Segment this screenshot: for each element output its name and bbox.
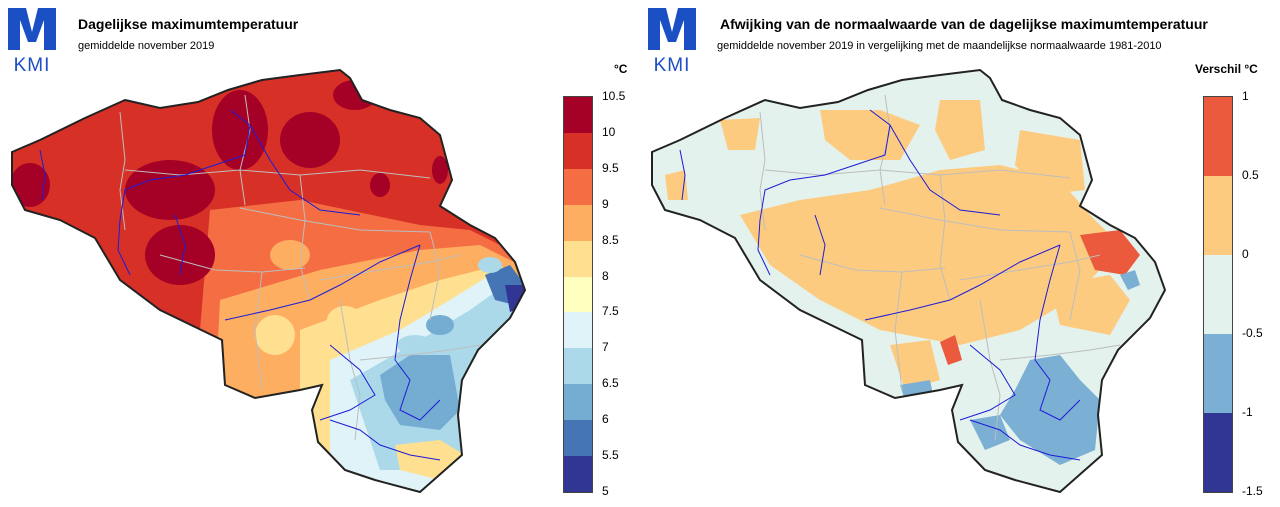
- legend-tick-label: 6.5: [602, 376, 619, 391]
- legend-tick-label: 5: [602, 484, 609, 498]
- legend-color-step: [564, 456, 592, 492]
- legend-tick-label: -1: [1242, 405, 1253, 419]
- belgium-outline: [11, 68, 527, 494]
- legend-color-step: [564, 312, 592, 349]
- legend-tick-label: 6: [602, 412, 609, 427]
- legend-color-step: [1204, 255, 1232, 334]
- legend-tick-label: -1.5: [1242, 484, 1263, 498]
- legend-color-step: [564, 384, 592, 421]
- legend-tick-label: 9.5: [602, 160, 619, 175]
- temperature-shading: [12, 70, 525, 492]
- legend-color-step: [1204, 413, 1232, 492]
- legend-tick-label: 8.5: [602, 232, 619, 247]
- province-borders: [119, 94, 481, 441]
- anomaly-map: [651, 68, 1167, 494]
- legend-color-step: [564, 204, 592, 241]
- kmi-logo-icon: [8, 8, 56, 50]
- legend-color-step: [564, 97, 592, 133]
- legend-tick-label: 10: [602, 124, 616, 139]
- legend-tick-label: 1: [1242, 89, 1249, 103]
- kmi-logo-icon: [648, 8, 696, 50]
- legend-tick-label: 7.5: [602, 304, 619, 319]
- map-subtitle: gemiddelde november 2019: [78, 40, 215, 52]
- temperature-map-panel: KMI Dagelijkse maximumtemperatuur gemidd…: [6, 6, 628, 498]
- legend-tick-label: 10.5: [602, 89, 626, 103]
- temperature-map: [11, 68, 527, 494]
- legend-color-step: [1204, 176, 1232, 255]
- anomaly-map-panel: KMI Afwijking van de normaalwaarde van d…: [640, 0, 1280, 507]
- legend-unit: Verschil °C: [1195, 62, 1258, 76]
- kmi-logo-text: KMI: [13, 55, 51, 76]
- kmi-logo: KMI: [646, 6, 698, 76]
- legend-color-step: [1204, 97, 1232, 176]
- temperature-legend-bar: [563, 96, 593, 493]
- legend-tick-label: 7: [602, 340, 609, 355]
- kmi-logo: KMI: [6, 6, 58, 76]
- legend-tick-label: 8: [602, 268, 609, 283]
- legend-tick-label: 5.5: [602, 448, 619, 463]
- legend-color-step: [564, 420, 592, 457]
- anomaly-legend-bar: [1203, 96, 1233, 493]
- map-title: Afwijking van de normaalwaarde van de da…: [720, 16, 1208, 32]
- legend-tick-label: 0: [1242, 247, 1249, 261]
- legend-color-step: [564, 348, 592, 385]
- legend-tick-label: -0.5: [1242, 326, 1263, 340]
- legend-tick-label: 0.5: [1242, 168, 1259, 182]
- province-borders: [759, 94, 1121, 441]
- kmi-logo-text: KMI: [653, 55, 691, 76]
- map-title: Dagelijkse maximumtemperatuur: [78, 16, 299, 32]
- map-subtitle: gemiddelde november 2019 in vergelijking…: [717, 40, 1162, 52]
- legend-unit: °C: [614, 62, 628, 76]
- legend-color-step: [564, 132, 592, 169]
- belgium-outline: [651, 68, 1167, 494]
- legend-tick-label: 9: [602, 196, 609, 211]
- legend-color-step: [1204, 334, 1232, 413]
- anomaly-shading: [652, 70, 1165, 492]
- legend-color-step: [564, 276, 592, 313]
- legend-color-step: [564, 168, 592, 205]
- rivers: [39, 109, 441, 461]
- legend-color-step: [564, 240, 592, 277]
- rivers: [679, 109, 1081, 461]
